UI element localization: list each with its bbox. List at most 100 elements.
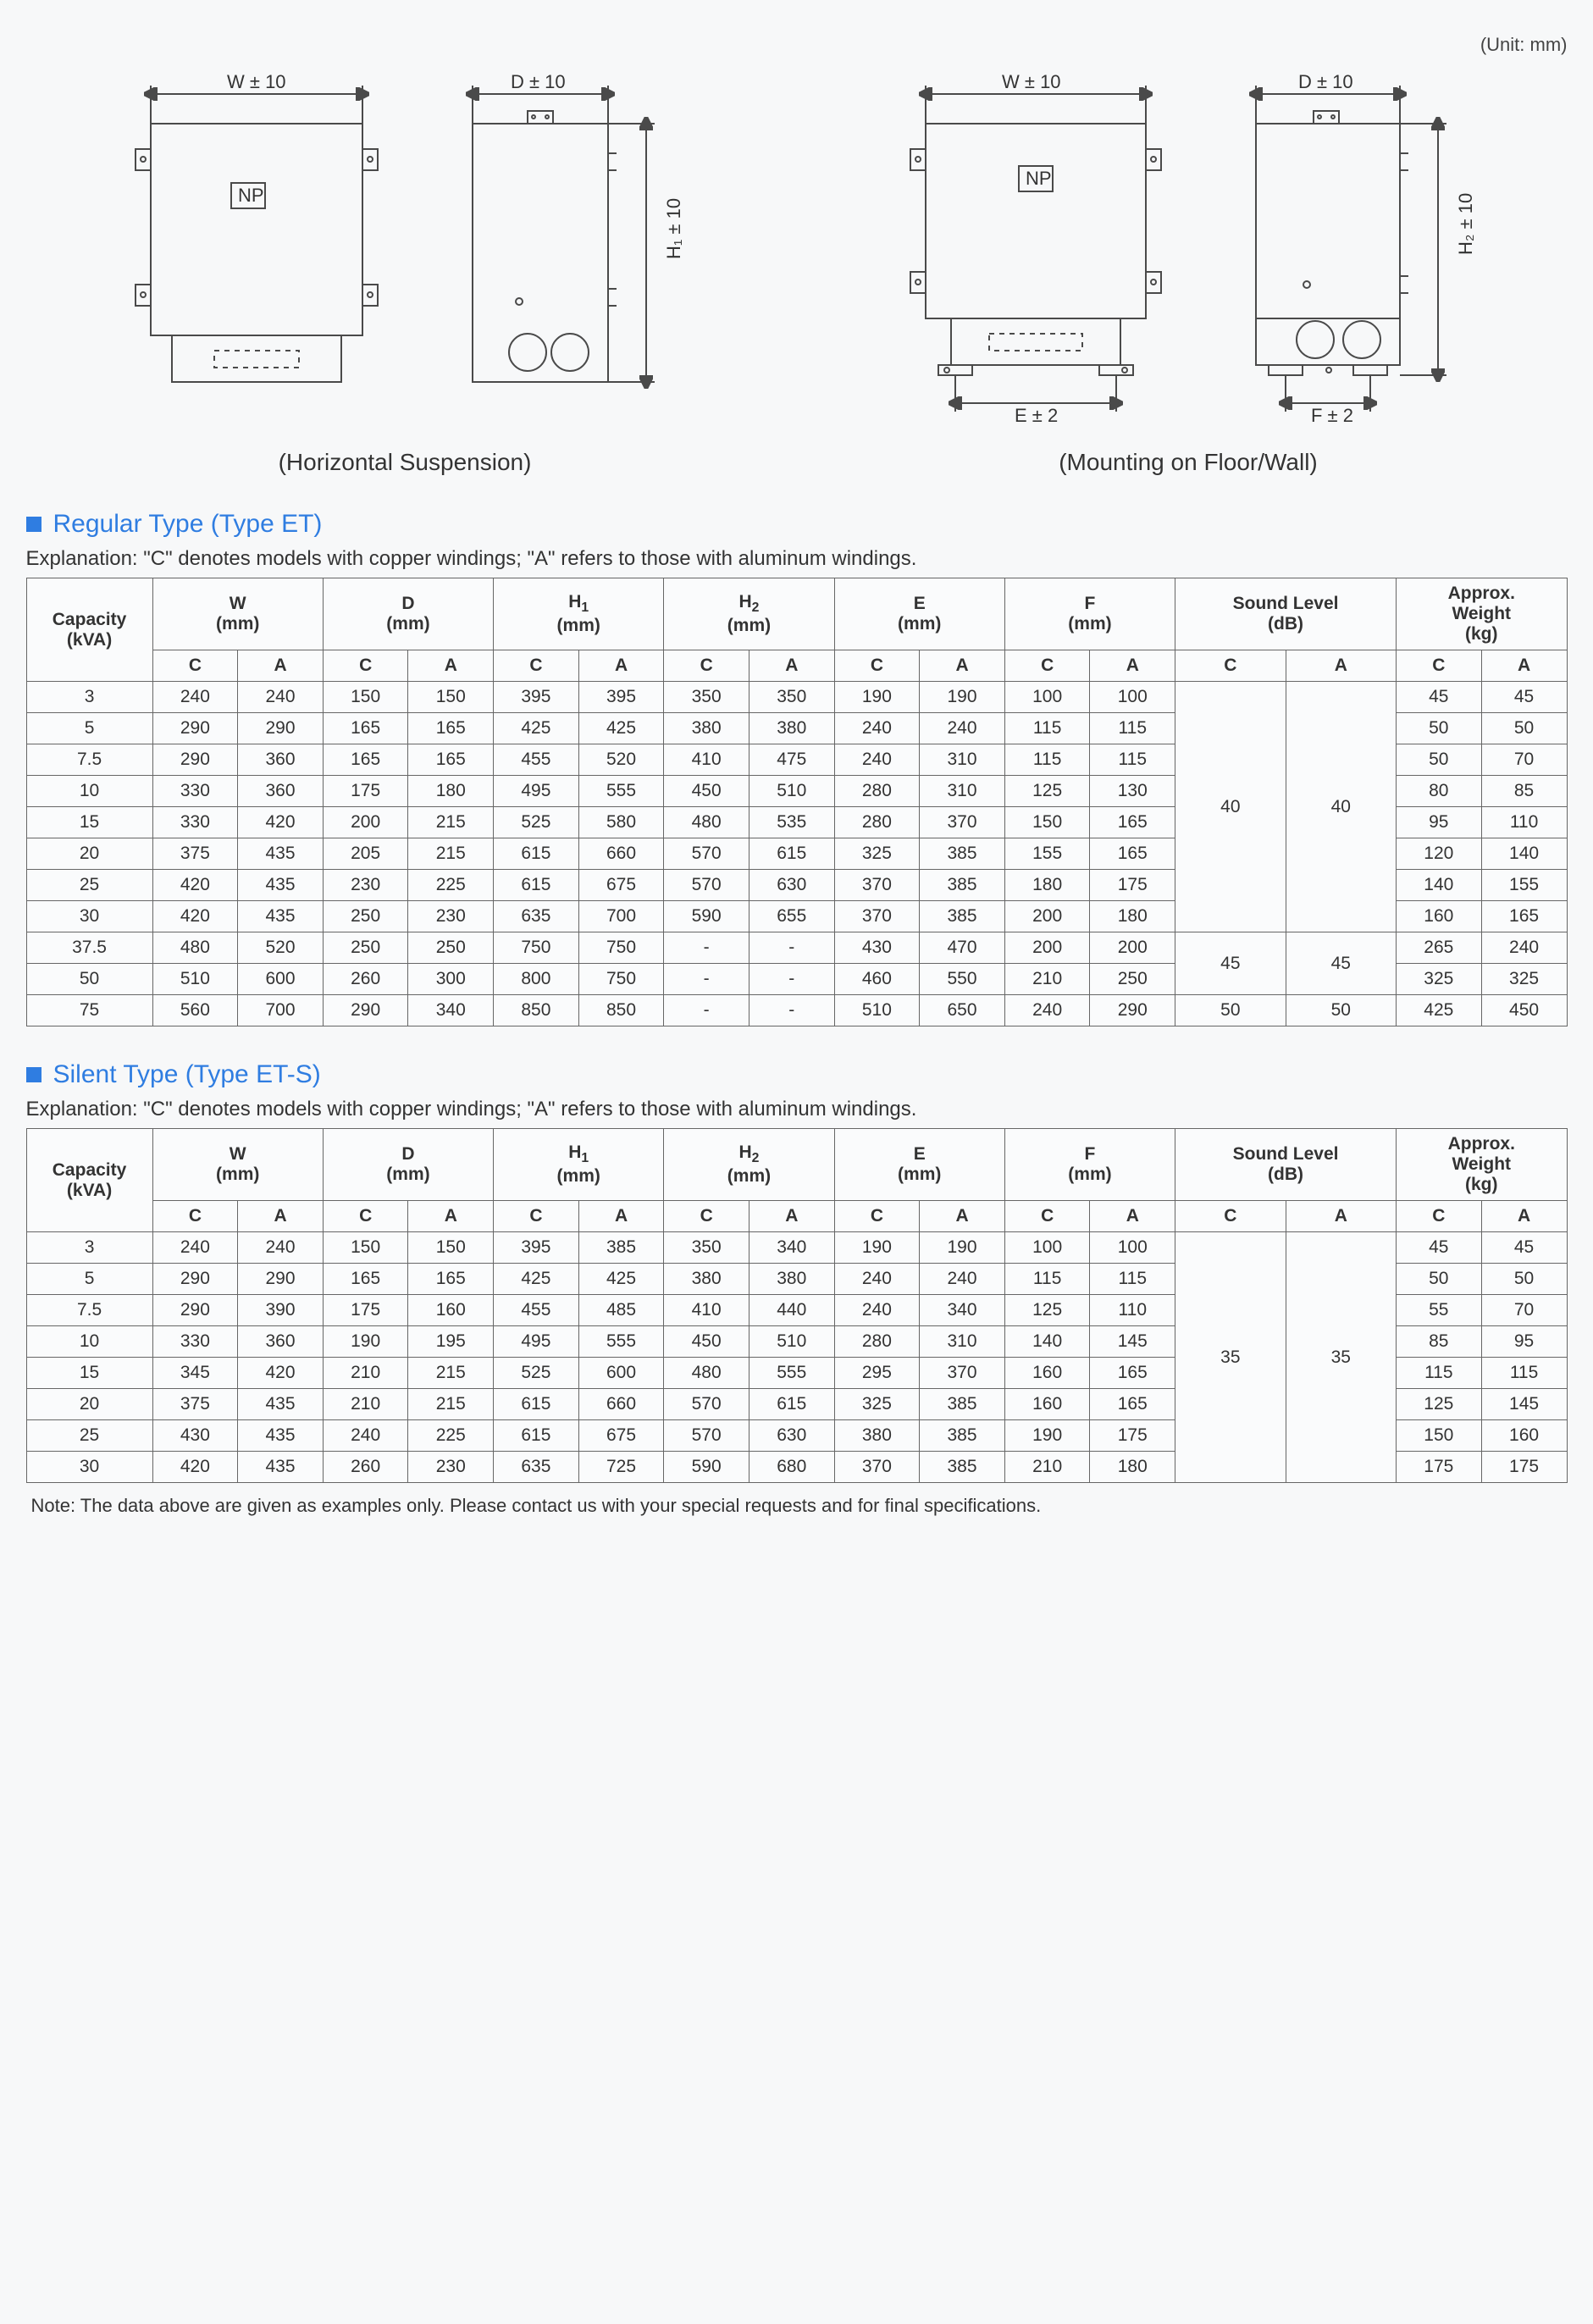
cell-value: 675: [578, 1420, 664, 1452]
cell-value: 535: [749, 807, 834, 838]
cell-capacity: 30: [26, 901, 152, 932]
cell-value: 410: [664, 744, 749, 776]
cell-value: 480: [664, 807, 749, 838]
th-ca: A: [749, 650, 834, 682]
cell-value: 425: [578, 1264, 664, 1295]
cell-value: 680: [749, 1452, 834, 1483]
cell-capacity: 25: [26, 870, 152, 901]
th-ca: A: [1090, 650, 1175, 682]
cell-value: 525: [494, 1358, 579, 1389]
cell-weight: 120: [1397, 838, 1482, 870]
cell-value: 560: [152, 995, 238, 1026]
cell-value: 150: [1004, 807, 1090, 838]
cell-value: 310: [920, 744, 1005, 776]
spec-table: Capacity(kVA)W(mm)D(mm)H1(mm)H2(mm)E(mm)…: [26, 1128, 1568, 1483]
cell-value: 380: [749, 713, 834, 744]
cell-value: 290: [152, 713, 238, 744]
page: (Unit: mm) NP: [26, 34, 1568, 1517]
cell-value: 635: [494, 901, 579, 932]
th-dim: H1(mm): [494, 1129, 664, 1201]
th-ca: C: [834, 650, 920, 682]
cell-value: 360: [238, 776, 324, 807]
cell-capacity: 7.5: [26, 1295, 152, 1326]
cell-value: 175: [323, 1295, 408, 1326]
cell-value: 200: [1004, 932, 1090, 964]
cell-value: 630: [749, 870, 834, 901]
cell-value: 650: [920, 995, 1005, 1026]
th-dim: E(mm): [834, 1129, 1004, 1201]
th-dim: F(mm): [1004, 578, 1175, 650]
cell-value: 210: [1004, 1452, 1090, 1483]
cell-value: 435: [238, 1420, 324, 1452]
cell-value: 750: [578, 964, 664, 995]
cell-value: 700: [578, 901, 664, 932]
cell-weight: 240: [1481, 932, 1567, 964]
th-ca: A: [920, 1201, 1005, 1232]
cell-value: 250: [323, 901, 408, 932]
th-dim: E(mm): [834, 578, 1004, 650]
cell-weight: 45: [1481, 1232, 1567, 1264]
cell-weight: 265: [1397, 932, 1482, 964]
cell-value: 380: [664, 713, 749, 744]
cell-value: 510: [834, 995, 920, 1026]
cell-value: 180: [1090, 901, 1175, 932]
cell-value: 190: [920, 1232, 1005, 1264]
th-ca: A: [749, 1201, 834, 1232]
cell-value: 395: [494, 682, 579, 713]
cell-value: 435: [238, 838, 324, 870]
th-sound: Sound Level(dB): [1175, 578, 1397, 650]
cell-value: 350: [749, 682, 834, 713]
cell-value: 425: [494, 713, 579, 744]
th-ca: A: [408, 1201, 494, 1232]
table-row: 3240240150150395395350350190190100100404…: [26, 682, 1567, 713]
cell-value: 495: [494, 776, 579, 807]
diagram-row: NP W ± 10: [26, 64, 1568, 476]
cell-value: 190: [323, 1326, 408, 1358]
cell-value: 310: [920, 1326, 1005, 1358]
th-ca: A: [1090, 1201, 1175, 1232]
cell-value: 115: [1090, 744, 1175, 776]
cell-capacity: 15: [26, 807, 152, 838]
cell-weight: 95: [1481, 1326, 1567, 1358]
svg-text:NP: NP: [1026, 168, 1052, 189]
th-weight: Approx.Weight(kg): [1397, 578, 1568, 650]
np-label: NP: [238, 185, 264, 206]
cell-value: 100: [1004, 682, 1090, 713]
svg-text:W ± 10: W ± 10: [1002, 71, 1061, 92]
cell-value: 145: [1090, 1326, 1175, 1358]
th-ca: C: [152, 650, 238, 682]
cell-value: 435: [238, 870, 324, 901]
cell-value: 175: [323, 776, 408, 807]
cell-value: 290: [1090, 995, 1175, 1026]
cell-value: 350: [664, 682, 749, 713]
cell-weight: 85: [1397, 1326, 1482, 1358]
diagram-horizontal: NP W ± 10: [26, 64, 784, 476]
th-sound: Sound Level(dB): [1175, 1129, 1397, 1201]
cell-value: 410: [664, 1295, 749, 1326]
cell-value: 250: [1090, 964, 1175, 995]
cell-value: 250: [408, 932, 494, 964]
cell-value: 330: [152, 1326, 238, 1358]
section-title: Regular Type (Type ET): [26, 510, 1568, 539]
cell-value: 385: [920, 1452, 1005, 1483]
cell-sound: 40: [1286, 682, 1396, 932]
cell-sound: 50: [1175, 995, 1286, 1026]
cell-value: 350: [664, 1232, 749, 1264]
cell-value: 290: [238, 713, 324, 744]
cell-value: 360: [238, 744, 324, 776]
cell-value: 140: [1004, 1326, 1090, 1358]
cell-value: 420: [152, 1452, 238, 1483]
cell-value: 200: [1004, 901, 1090, 932]
cell-value: 520: [578, 744, 664, 776]
cell-weight: 50: [1397, 744, 1482, 776]
cell-value: 520: [238, 932, 324, 964]
cell-value: 165: [408, 713, 494, 744]
cell-value: 380: [749, 1264, 834, 1295]
cell-value: 190: [834, 682, 920, 713]
cell-value: 525: [494, 807, 579, 838]
cell-value: 485: [578, 1295, 664, 1326]
cell-value: 165: [323, 713, 408, 744]
cell-value: 440: [749, 1295, 834, 1326]
cell-weight: 45: [1397, 682, 1482, 713]
cell-value: 115: [1090, 713, 1175, 744]
